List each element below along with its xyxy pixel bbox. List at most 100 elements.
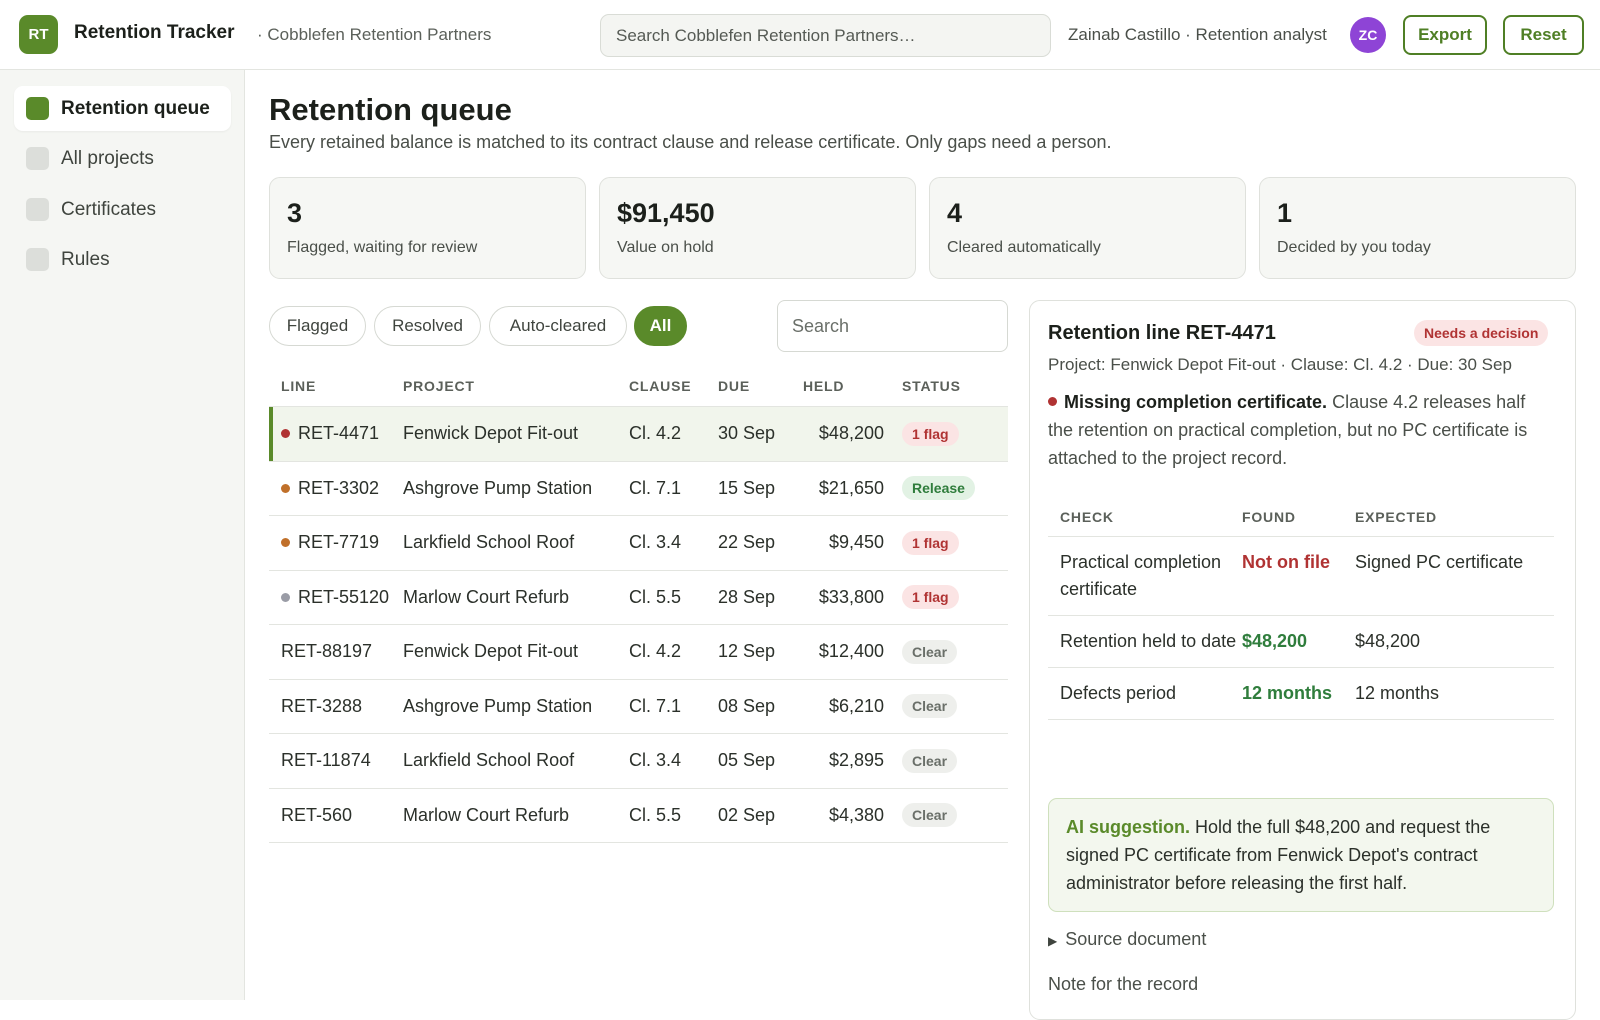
sidebar-item-rules[interactable]: Rules <box>14 237 231 282</box>
filter-chip-auto-cleared[interactable]: Auto-cleared <box>489 306 627 346</box>
line-id: RET-3302 <box>298 477 380 498</box>
certificates-icon <box>26 198 49 221</box>
projects-icon <box>26 147 49 170</box>
sidebar-item-retention-queue[interactable]: Retention queue <box>14 86 231 131</box>
cell-project: Ashgrove Pump Station <box>403 695 593 716</box>
cell-held: $4,380 <box>828 804 884 825</box>
stat-label: Cleared automatically <box>947 239 1101 256</box>
status-badge: Clear <box>902 639 958 664</box>
table-row[interactable]: RET-560 Marlow Court Refurb Cl. 5.5 02 Sep $… <box>269 789 1008 843</box>
sidebar-item-label: All projects <box>61 147 154 169</box>
cell-status: 1 flag <box>902 421 1008 446</box>
ai-suggestion-label: AI suggestion. <box>1066 817 1191 837</box>
sidebar-item-label: Certificates <box>61 198 157 220</box>
check-row: Retention held to date $48,200 $48,200 <box>1048 616 1554 668</box>
col-header-found: FOUND <box>1242 508 1296 525</box>
cell-project: Marlow Court Refurb <box>403 586 570 607</box>
col-header-due[interactable]: DUE <box>718 377 750 394</box>
cell-due: 22 Sep <box>718 532 776 553</box>
table-row[interactable]: RET-3288 Ashgrove Pump Station Cl. 7.1 08 S… <box>269 680 1008 734</box>
stat-value: 1 <box>1277 198 1293 228</box>
filter-chip-resolved[interactable]: Resolved <box>374 306 481 346</box>
cell-line: RET-11874 <box>269 750 403 771</box>
cell-clause: Cl. 3.4 <box>629 750 682 771</box>
cell-status: 1 flag <box>902 530 1008 555</box>
col-header-status[interactable]: STATUS <box>902 377 961 394</box>
stat-card-flagged: 3 Flagged, waiting for review <box>269 177 586 279</box>
source-document-toggle[interactable]: ▶ Source document <box>1048 929 1206 950</box>
cell-held: $48,200 <box>818 423 884 444</box>
sidebar-item-all-projects[interactable]: All projects <box>14 136 231 181</box>
issue-text: Clause 4.2 releases half the retention o… <box>1048 392 1528 468</box>
stat-label: Value on hold <box>617 239 714 256</box>
cell-clause: Cl. 4.2 <box>629 423 682 444</box>
top-bar: RT Retention Tracker · Cobblefen Retenti… <box>0 0 1600 70</box>
cell-held: $33,800 <box>818 586 884 607</box>
table-row[interactable]: RET-4471 Fenwick Depot Fit-out Cl. 4.2 30 S… <box>269 407 1008 462</box>
table-row[interactable]: RET-55120 Marlow Court Refurb Cl. 5.5 28 Se… <box>269 571 1008 625</box>
status-dot-icon <box>281 592 290 602</box>
sidebar-item-certificates[interactable]: Certificates <box>14 187 231 232</box>
stat-value: $91,450 <box>617 198 715 228</box>
status-badge: Release <box>902 476 975 501</box>
check-table-header: CHECK FOUND EXPECTED <box>1048 497 1554 537</box>
cell-status: Clear <box>902 803 1008 828</box>
app-title: Retention Tracker <box>74 22 235 43</box>
cell-line: RET-560 <box>269 805 403 826</box>
cell-line: RET-7719 <box>269 532 403 553</box>
col-header-expected: EXPECTED <box>1355 508 1437 525</box>
reset-button[interactable]: Reset <box>1503 15 1584 55</box>
table-row[interactable]: RET-11874 Larkfield School Roof Cl. 3.4 05 … <box>269 734 1008 789</box>
export-button[interactable]: Export <box>1403 15 1487 55</box>
filter-chip-all[interactable]: All <box>634 306 687 346</box>
queue-icon <box>26 97 49 120</box>
cell-line: RET-4471 <box>269 423 403 444</box>
status-badge: Clear <box>902 694 958 719</box>
cell-due: 30 Sep <box>718 423 776 444</box>
table-header: LINE PROJECT CLAUSE DUE HELD STATUS <box>269 365 1008 407</box>
sidebar-item-label: Rules <box>61 248 110 270</box>
filter-chip-flagged[interactable]: Flagged <box>269 306 366 346</box>
check-found: $48,200 <box>1242 631 1308 651</box>
cell-due: 05 Sep <box>718 750 776 771</box>
line-id: RET-560 <box>281 804 353 825</box>
sidebar: Retention queue All projects Certificate… <box>0 70 245 1000</box>
global-search-input[interactable] <box>600 14 1051 57</box>
status-badge: 1 flag <box>902 421 959 446</box>
table-row[interactable]: RET-7719 Larkfield School Roof Cl. 3.4 22 S… <box>269 516 1008 571</box>
detail-meta: Project: Fenwick Depot Fit-out · Clause:… <box>1048 355 1512 374</box>
alert-dot-icon <box>1048 397 1057 406</box>
page-subtitle: Every retained balance is matched to its… <box>269 132 1112 152</box>
col-header-project[interactable]: PROJECT <box>403 377 475 394</box>
check-name: Retention held to date <box>1060 631 1237 651</box>
avatar[interactable]: ZC <box>1350 17 1386 53</box>
table-search-input[interactable] <box>777 300 1008 352</box>
stat-card-cleared: 4 Cleared automatically <box>929 177 1246 279</box>
cell-clause: Cl. 5.5 <box>629 586 682 607</box>
stat-card-value-on-hold: $91,450 Value on hold <box>599 177 916 279</box>
cell-held: $9,450 <box>828 532 884 553</box>
cell-held: $6,210 <box>828 695 884 716</box>
col-header-held[interactable]: HELD <box>803 377 845 394</box>
cell-project: Marlow Court Refurb <box>403 804 570 825</box>
table-row[interactable]: RET-88197 Fenwick Depot Fit-out Cl. 4.2 12 … <box>269 625 1008 680</box>
col-header-line[interactable]: LINE <box>281 377 317 394</box>
line-id: RET-55120 <box>298 586 390 607</box>
table-row[interactable]: RET-3302 Ashgrove Pump Station Cl. 7.1 15 S… <box>269 462 1008 516</box>
check-name: Defects period <box>1060 683 1177 703</box>
cell-due: 28 Sep <box>718 586 776 607</box>
check-expected: 12 months <box>1355 683 1440 703</box>
detail-title: Retention line RET-4471 <box>1048 322 1276 344</box>
ai-suggestion: AI suggestion. Hold the full $48,200 and… <box>1048 798 1554 912</box>
check-name: Practical completion certificate <box>1060 552 1222 599</box>
col-header-clause[interactable]: CLAUSE <box>629 377 692 394</box>
status-dot-icon <box>281 483 290 493</box>
cell-due: 08 Sep <box>718 695 776 716</box>
issue-description: Missing completion certificate. Clause 4… <box>1048 388 1548 472</box>
check-expected: $48,200 <box>1355 631 1421 651</box>
line-id: RET-4471 <box>298 423 380 444</box>
stat-value: 3 <box>287 198 303 228</box>
status-badge: 1 flag <box>902 585 959 610</box>
cell-held: $21,650 <box>818 477 884 498</box>
line-id: RET-11874 <box>281 750 371 771</box>
